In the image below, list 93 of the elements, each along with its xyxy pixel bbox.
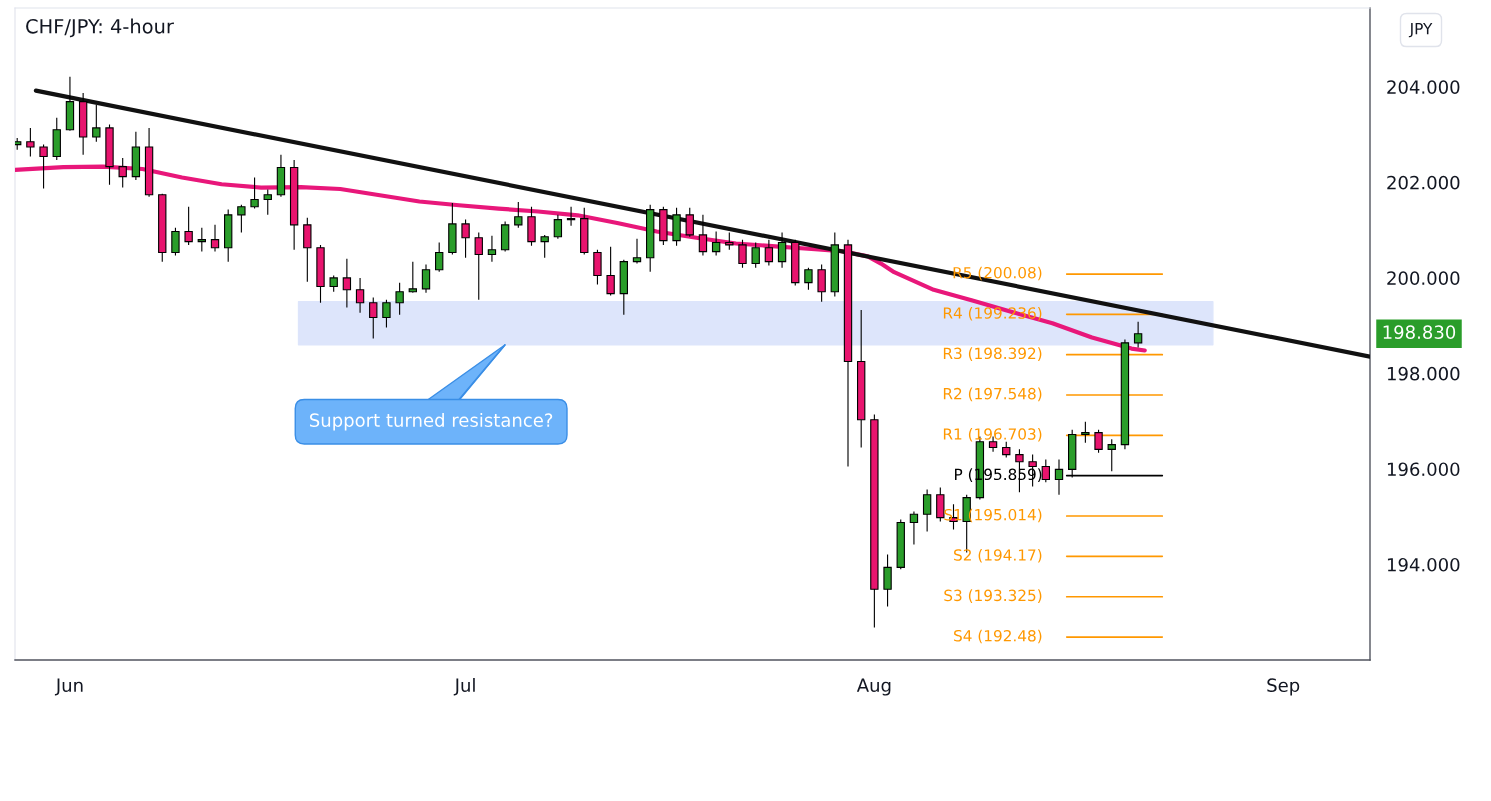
candlestick (738, 239, 747, 269)
candlestick (487, 235, 497, 263)
candlestick (131, 131, 141, 181)
candlestick (817, 263, 826, 303)
candlestick (171, 227, 180, 256)
candlestick (672, 207, 681, 247)
candlestick (540, 234, 549, 259)
candlestick (936, 487, 945, 523)
candlestick (896, 519, 905, 570)
candlestick (316, 244, 325, 304)
candlestick (659, 206, 668, 246)
candlestick (1041, 458, 1050, 483)
series-label: R1 (196.703) (943, 427, 1042, 442)
candlestick (395, 282, 404, 316)
series-label: R2 (197.548) (943, 387, 1042, 402)
candlestick (329, 274, 338, 293)
candlestick (210, 224, 220, 253)
candlestick (606, 246, 615, 297)
candlestick (408, 261, 417, 294)
candlestick (527, 206, 536, 247)
candlestick (764, 239, 774, 267)
candlestick (197, 227, 207, 253)
text: CHF/JPY: 4-hour (26, 18, 174, 38)
candlestick (751, 241, 760, 269)
candlestick (553, 214, 563, 240)
x-tick-label: Jun (54, 678, 83, 696)
candlestick (1002, 441, 1011, 459)
candlestick (15, 137, 22, 151)
candlestick (777, 231, 787, 269)
candlestick (276, 154, 286, 198)
candlestick (1094, 429, 1103, 454)
series-label: R3 (198.392) (943, 347, 1042, 361)
candlestick (448, 202, 457, 256)
y-tick-label: 198.000 (1387, 366, 1460, 381)
candlestick (883, 553, 892, 608)
candlestick (870, 413, 879, 629)
candlestick (184, 206, 193, 246)
series-label: S2 (194.17) (954, 548, 1042, 563)
y-axis-title: JPY (1408, 23, 1433, 38)
candlestick (514, 201, 523, 229)
candlestick (804, 267, 813, 291)
candlestick (52, 117, 61, 161)
candlestick (632, 238, 642, 265)
candlestick (435, 241, 444, 273)
series-label: S3 (193.325) (944, 589, 1042, 603)
candlestick (224, 209, 233, 263)
candlestick (725, 231, 734, 251)
candlestick (237, 204, 246, 234)
annotation: Support turned resistance? (309, 413, 553, 431)
candlestick (1054, 458, 1064, 496)
candlestick (65, 76, 75, 132)
candlestick (593, 249, 602, 286)
candlestick (1133, 321, 1143, 349)
candlestick (382, 299, 391, 329)
candlestick (685, 207, 694, 238)
candlestick (909, 510, 919, 545)
candlestick (461, 219, 470, 259)
y-tick-label: 204.000 (1387, 80, 1460, 94)
candlestick (78, 92, 88, 156)
candlestick (250, 177, 259, 210)
candlestick (830, 231, 839, 298)
candlestick (500, 220, 510, 253)
candlestick (263, 188, 272, 216)
candlestick (474, 231, 483, 301)
candlestick (580, 207, 589, 256)
candlestick (421, 263, 431, 294)
candlestick (303, 217, 312, 283)
candlestick (26, 127, 35, 158)
x-tick-label: Jul (453, 678, 475, 696)
candlestick (566, 206, 576, 227)
x-tick-label: Sep (1267, 678, 1300, 696)
candlestick (857, 309, 866, 448)
candlestick (922, 488, 932, 533)
candlestick (92, 104, 101, 143)
candlestick (646, 204, 655, 273)
candlestick (619, 259, 628, 316)
y-tick-label: 200.000 (1387, 271, 1460, 285)
candlestick (369, 296, 378, 340)
candlestick (791, 239, 800, 287)
candlestick (342, 258, 352, 309)
candlestick (355, 277, 365, 314)
y-tick-label: 196.000 (1387, 462, 1460, 477)
candlestick (158, 193, 167, 263)
candlestick (1107, 438, 1116, 472)
text: 198.830 (1383, 325, 1456, 339)
x-tick-label: Aug (856, 678, 891, 696)
series-label: S4 (192.48) (954, 629, 1042, 644)
candlestick (698, 214, 708, 256)
candlestick (1120, 338, 1130, 450)
candlestick (711, 230, 721, 256)
y-tick-label: 202.000 (1387, 175, 1460, 190)
candlestick (1081, 421, 1090, 444)
y-tick-label: 194.000 (1387, 557, 1460, 572)
